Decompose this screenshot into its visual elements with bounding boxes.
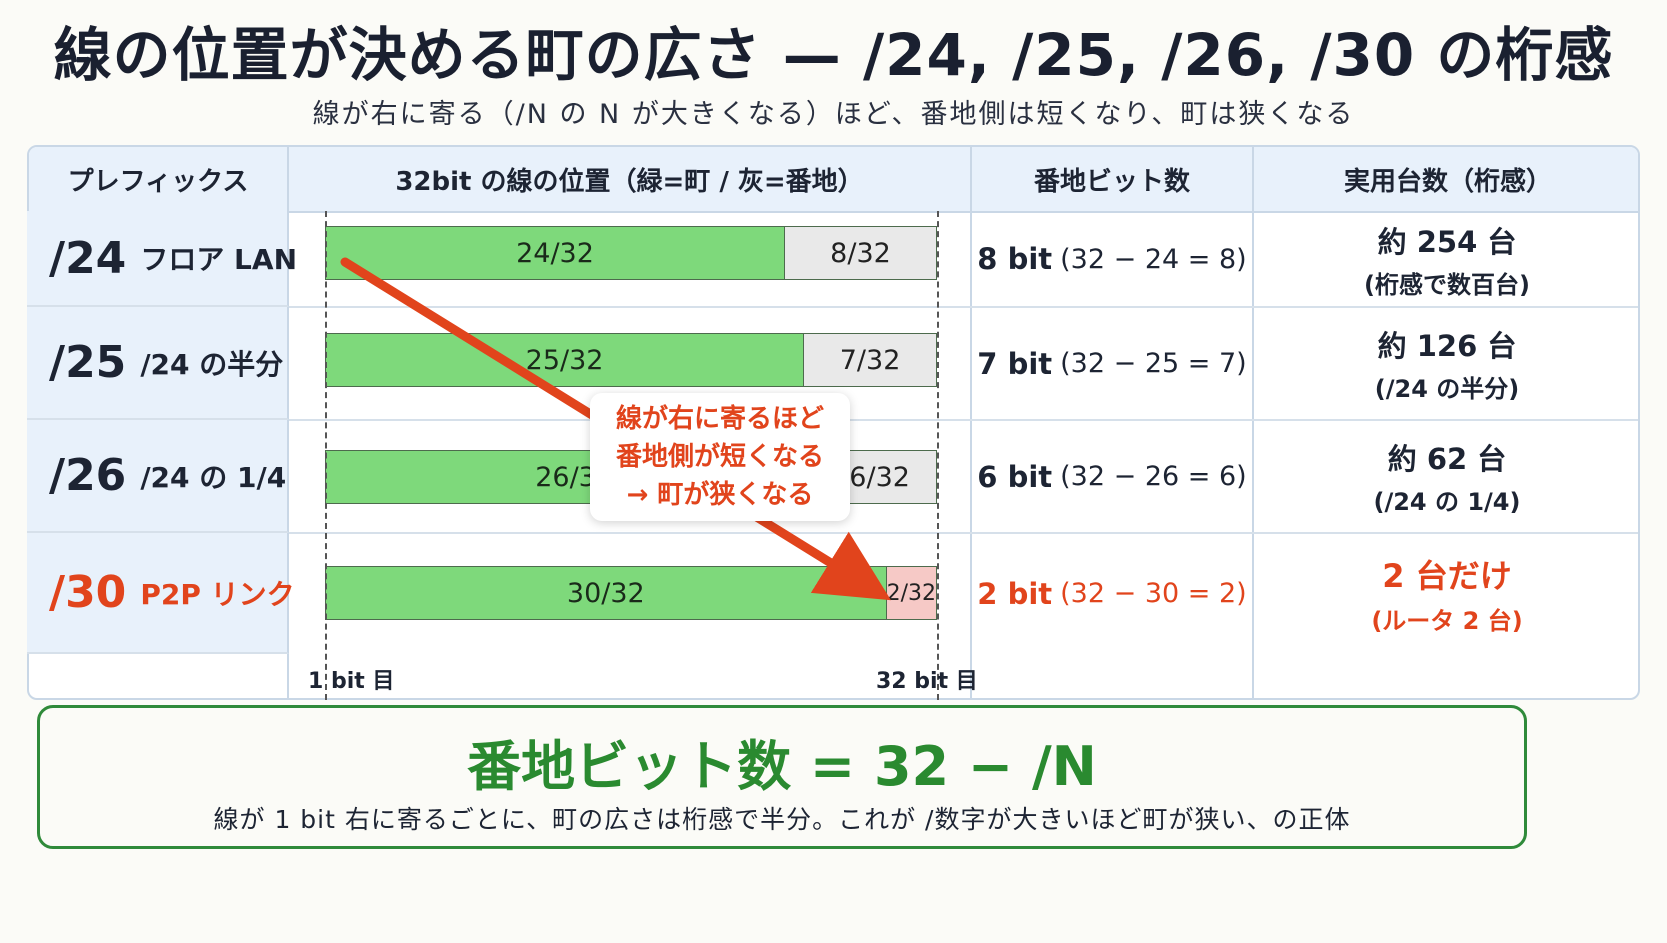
host-bits-value: 6 bit — [977, 459, 1053, 494]
formula-note: 線が 1 bit 右に寄るごとに、町の広さは桁感で半分。これが /数字が大きいほ… — [213, 805, 1351, 834]
devices-value: 約 126 台 — [1377, 329, 1517, 363]
host-bits-calc: (32 − 26 = 6) — [1060, 461, 1247, 492]
row-desc: /24 の 1/4 — [140, 460, 287, 494]
row-label: /25/24 の半分 — [27, 307, 289, 420]
row-divider — [289, 419, 1638, 421]
host-segment: 2/32 — [886, 567, 936, 619]
bit-guide-line — [325, 211, 327, 700]
header-devices: 実用台数（桁感） — [1254, 147, 1638, 213]
host-bits-calc: (32 − 30 = 2) — [1060, 578, 1247, 609]
header-prefix: プレフィックス — [29, 147, 289, 213]
host-bits-cell: 6 bit (32 − 26 = 6) — [972, 420, 1252, 533]
row-desc: /24 の半分 — [140, 347, 284, 381]
header-host-bits: 番地ビット数 — [972, 147, 1254, 213]
column-divider — [970, 145, 972, 700]
row-prefix: /26 — [49, 450, 127, 501]
devices-note: (ルータ 2 台) — [1371, 607, 1523, 635]
formula-text: 番地ビット数 = 32 − /N — [467, 735, 1097, 798]
host-bits-cell: 8 bit (32 − 24 = 8) — [972, 211, 1252, 307]
devices-note: (/24 の 1/4) — [1373, 488, 1521, 516]
devices-value: 2 台だけ — [1382, 557, 1512, 595]
host-bits-value: 8 bit — [977, 242, 1053, 276]
bit-bar: 24/32 8/32 — [325, 226, 937, 280]
devices-value: 約 254 台 — [1377, 224, 1517, 259]
callout-line-2: 番地側が短くなる — [615, 442, 824, 472]
row-desc: P2P リンク — [140, 577, 295, 611]
row-divider — [289, 532, 1638, 534]
column-divider — [1252, 145, 1254, 700]
row-divider — [289, 306, 1638, 308]
devices-cell: 約 126 台 (/24 の半分) — [1254, 307, 1640, 420]
callout-line-3: → 町が狭くなる — [626, 480, 814, 510]
host-bits-value: 2 bit — [977, 576, 1053, 611]
host-segment: 8/32 — [785, 227, 936, 279]
host-bits-cell: 2 bit (32 − 30 = 2) — [972, 533, 1252, 654]
network-segment: 25/32 — [326, 334, 805, 386]
row-label: /24 フロア LAN — [27, 211, 297, 307]
devices-note: (/24 の半分) — [1374, 375, 1520, 403]
row-label: /30 P2P リンク — [27, 533, 295, 654]
axis-start-label: 1 bit 目 — [308, 669, 395, 694]
bit-bar: 30/32 2/32 — [325, 566, 937, 620]
devices-note: (桁感で数百台) — [1364, 270, 1530, 299]
devices-cell: 約 254 台 (桁感で数百台) — [1254, 211, 1640, 307]
devices-value: 約 62 台 — [1387, 442, 1507, 476]
row-prefix: /30 — [49, 567, 127, 618]
host-bits-calc: (32 − 24 = 8) — [1060, 243, 1247, 275]
row-prefix: /24 — [49, 232, 127, 284]
row-label: /26/24 の 1/4 — [27, 420, 289, 533]
callout-line-1: 線が右に寄るほど — [615, 404, 824, 434]
host-bits-value: 7 bit — [977, 346, 1053, 381]
devices-cell: 2 台だけ (ルータ 2 台) — [1254, 533, 1640, 654]
callout-box: 線が右に寄るほど 番地側が短くなる → 町が狭くなる — [590, 393, 850, 521]
axis-end-label: 32 bit 目 — [876, 669, 978, 694]
host-segment: 7/32 — [804, 334, 936, 386]
row-prefix: /25 — [49, 337, 127, 388]
bit-guide-line — [937, 211, 939, 700]
host-bits-calc: (32 − 25 = 7) — [1060, 348, 1247, 379]
network-segment: 24/32 — [326, 227, 785, 279]
formula-box: 番地ビット数 = 32 − /N 線が 1 bit 右に寄るごとに、町の広さは桁… — [37, 705, 1527, 849]
header-bit-position: 32bit の線の位置（緑=町 / 灰=番地） — [289, 147, 972, 213]
host-bits-cell: 7 bit (32 − 25 = 7) — [972, 307, 1252, 420]
row-desc: フロア LAN — [140, 243, 298, 276]
network-segment: 30/32 — [326, 567, 887, 619]
page-subtitle: 線が右に寄る（/N の N が大きくなる）ほど、番地側は短くなり、町は狭くなる — [312, 99, 1355, 130]
devices-cell: 約 62 台 (/24 の 1/4) — [1254, 420, 1640, 533]
bit-bar: 25/32 7/32 — [325, 333, 937, 387]
page-title: 線の位置が決める町の広さ — /24, /25, /26, /30 の桁感 — [53, 21, 1614, 89]
